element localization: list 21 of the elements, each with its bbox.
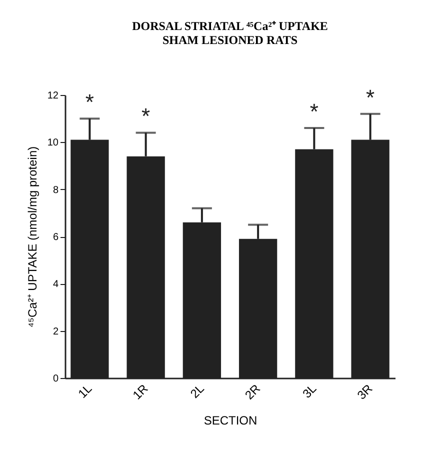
x-tick-label: 3R: [354, 381, 376, 402]
y-tick-label: 2: [52, 326, 59, 338]
x-tick-label: 1R: [130, 381, 151, 402]
y-tick-label: 6: [52, 232, 59, 243]
y-tick-label: 8: [52, 184, 59, 196]
chart-subtitle: SHAM LESIONED RATS: [162, 32, 298, 47]
y-tick-label: 12: [47, 90, 59, 102]
x-tick-label: 3L: [300, 381, 320, 401]
annotation: *: [142, 104, 151, 129]
y-tick-label: 4: [52, 279, 59, 290]
x-tick-label: 1L: [75, 381, 95, 401]
x-tick-label: 2L: [188, 381, 208, 401]
annotation: *: [85, 90, 94, 115]
y-axis-title: ⁴⁵Ca²⁺ UPTAKE (nmol/mg protein): [25, 146, 40, 328]
y-tick-label: 0: [52, 374, 59, 384]
chart-title: DORSAL STRIATAL ⁴⁵Ca²⁺ UPTAKE: [132, 18, 328, 33]
x-axis-title: SECTION: [204, 414, 258, 428]
annotation: *: [366, 84, 376, 110]
x-tick-label: 2R: [242, 381, 264, 402]
annotation: *: [310, 99, 319, 124]
y-tick-label: 10: [47, 138, 59, 149]
